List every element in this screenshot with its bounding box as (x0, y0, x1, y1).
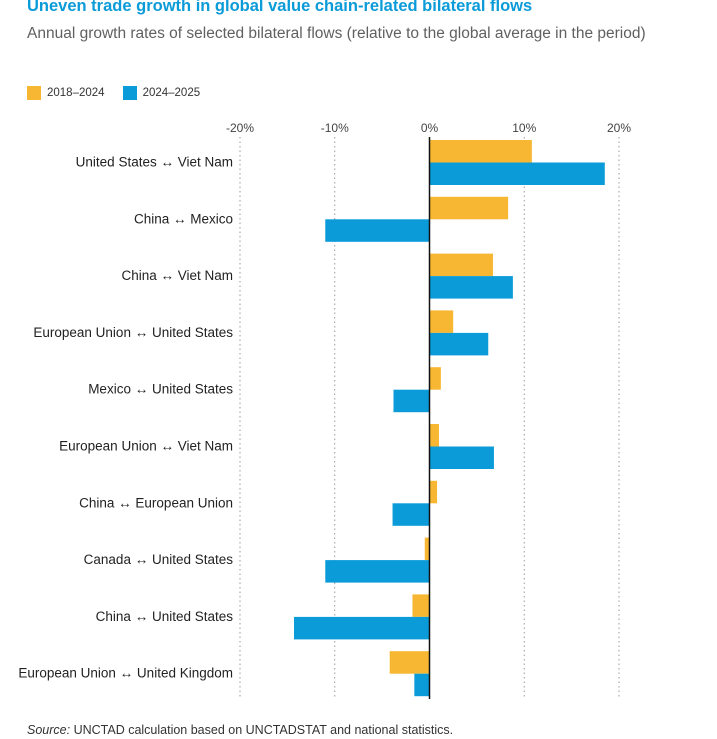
bar-european-union-viet-nam-2024-2025 (429, 446, 494, 469)
legend-swatch-2024-2025 (122, 86, 137, 100)
category-label-china-viet-nam: China ↔ Viet Nam (121, 268, 233, 283)
chart-subtitle: Annual growth rates of selected bilatera… (27, 25, 646, 42)
legend-swatch-2018-2024 (27, 86, 41, 100)
bar-european-union-united-states-2018-2024 (429, 310, 454, 333)
category-label-china-mexico: China ↔ Mexico (134, 211, 233, 226)
x-tick-label-0: 0% (421, 121, 439, 135)
bar-canada-united-states-2024-2025 (325, 560, 430, 583)
chart-title: Uneven trade growth in global value chai… (27, 0, 533, 15)
source-note: Source: UNCTAD calculation based on UNCT… (27, 723, 453, 737)
category-label-mexico-united-states: Mexico ↔ United States (88, 382, 233, 397)
category-label-china-european-union: China ↔ European Union (79, 495, 233, 510)
legend-item-2018-2024: 2018–2024 (27, 86, 105, 100)
bar-china-mexico-2024-2025 (325, 219, 430, 242)
bar-european-union-viet-nam-2018-2024 (429, 424, 439, 447)
x-tick-label-20: 20% (607, 121, 631, 135)
legend-item-2024-2025: 2024–2025 (122, 86, 201, 100)
legend-label-2024-2025: 2024–2025 (142, 87, 201, 99)
category-label-canada-united-states: Canada ↔ United States (84, 552, 234, 567)
category-label-european-union-united-kingdom: European Union ↔ United Kingdom (18, 666, 233, 681)
category-label-united-states-viet-nam: United States ↔ Viet Nam (76, 155, 233, 170)
bar-united-states-viet-nam-2024-2025 (429, 162, 605, 185)
bar-china-european-union-2018-2024 (429, 480, 438, 504)
bar-china-united-states-2024-2025 (294, 616, 430, 640)
bar-mexico-united-states-2024-2025 (393, 389, 430, 413)
bar-china-viet-nam-2024-2025 (429, 276, 513, 299)
category-label-china-united-states: China ↔ United States (96, 609, 234, 624)
source-text: UNCTAD calculation based on UNCTADSTAT a… (70, 723, 454, 737)
bar-european-union-united-kingdom-2018-2024 (389, 651, 430, 674)
bar-china-european-union-2024-2025 (392, 503, 430, 526)
legend-label-2018-2024: 2018–2024 (47, 87, 105, 99)
legend: 2018–2024 2024–2025 (27, 86, 218, 100)
bar-united-states-viet-nam-2018-2024 (429, 140, 532, 163)
x-tick-label-10: -10% (321, 121, 349, 135)
source-label: Source: (27, 723, 71, 737)
bar-mexico-united-states-2018-2024 (429, 367, 441, 390)
category-label-european-union-viet-nam: European Union ↔ Viet Nam (59, 439, 233, 454)
bar-european-union-united-states-2024-2025 (429, 332, 489, 356)
category-label-european-union-united-states: European Union ↔ United States (33, 325, 233, 340)
x-tick-label-20: -20% (226, 121, 254, 135)
x-tick-label-10: 10% (512, 121, 536, 135)
bar-canada-united-states-2018-2024 (424, 537, 430, 561)
bar-china-viet-nam-2018-2024 (429, 253, 493, 277)
bar-china-united-states-2018-2024 (412, 594, 430, 617)
bar-european-union-united-kingdom-2024-2025 (414, 673, 430, 697)
bar-china-mexico-2018-2024 (429, 196, 509, 220)
